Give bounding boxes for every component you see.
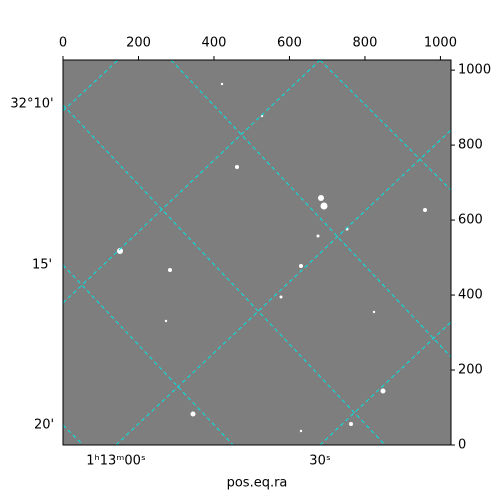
x-tick-label: 0 [59,36,67,51]
y-tick-label: 0 [458,438,466,453]
x-tick-label: 400 [202,36,227,51]
frame [62,59,452,446]
x-axis-label: pos.eq.ra [227,476,288,491]
ra-label: 30ˢ [309,454,331,469]
stars [117,82,427,433]
ra-label: 1ʰ13ᵐ00ˢ [86,454,146,469]
y-tick-label: 400 [458,288,483,303]
dec-label: 32°10' [10,97,53,112]
y-tick-label: 800 [458,138,483,153]
x-tick-label: 600 [277,36,302,51]
dec-label: 20' [34,418,54,433]
coordinate-grid [63,60,451,445]
sky-image [63,60,451,445]
y-tick-label: 1000 [458,63,491,78]
y-tick-label: 200 [458,363,483,378]
y-tick-label: 600 [458,213,483,228]
dec-label: 15' [32,258,52,273]
x-tick-label: 200 [126,36,151,51]
x-tick-label: 800 [353,36,378,51]
x-tick-label: 1000 [424,36,457,51]
